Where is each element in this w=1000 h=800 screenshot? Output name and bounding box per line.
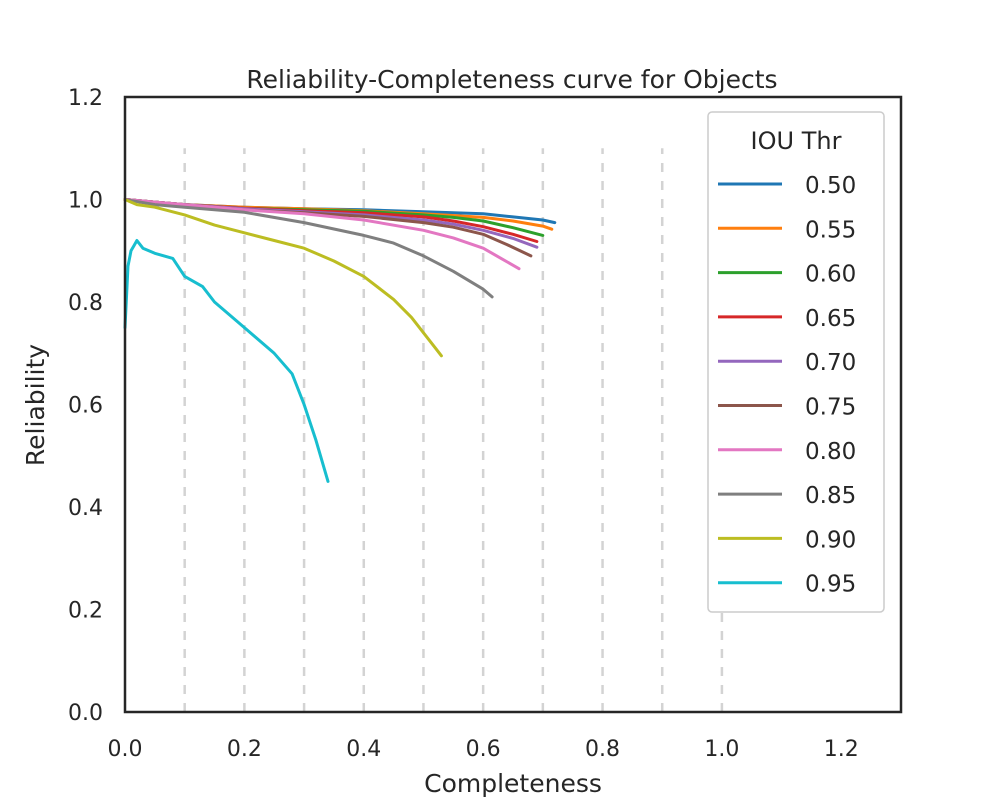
y-tick-label: 0.8 xyxy=(68,291,103,316)
x-tick-label: 0.4 xyxy=(346,737,381,762)
x-axis-label: Completeness xyxy=(424,769,602,798)
legend-label: 0.90 xyxy=(805,527,856,553)
legend-label: 0.75 xyxy=(805,395,856,421)
legend-label: 0.95 xyxy=(805,572,856,598)
x-tick-label: 0.0 xyxy=(108,737,143,762)
legend-box xyxy=(707,111,885,613)
series-line-0.85 xyxy=(123,198,494,299)
legend: IOU Thr 0.50 0.55 0.60 0.65 0.70 0.75 0.80 0.85… xyxy=(707,111,885,613)
x-tick-label: 1.0 xyxy=(704,737,739,762)
y-axis-ticks: 0.0 0.2 0.4 0.6 0.8 1.0 1.2 xyxy=(68,86,103,726)
y-tick-label: 1.0 xyxy=(68,189,103,214)
x-tick-label: 0.2 xyxy=(227,737,262,762)
legend-label: 0.85 xyxy=(805,483,856,509)
y-axis-label: Reliability xyxy=(21,344,50,466)
legend-label: 0.60 xyxy=(805,262,856,288)
y-tick-label: 0.2 xyxy=(68,599,103,624)
legend-label: 0.50 xyxy=(805,173,856,199)
legend-label: 0.80 xyxy=(805,439,856,465)
y-tick-label: 0.0 xyxy=(68,701,103,726)
plot-frame xyxy=(123,95,903,714)
series-lines xyxy=(123,198,557,483)
series-line-0.80 xyxy=(123,198,521,271)
chart-title: Reliability-Completeness curve for Objec… xyxy=(246,65,777,94)
x-tick-label: 0.6 xyxy=(466,737,501,762)
legend-label: 0.70 xyxy=(805,350,856,376)
grid xyxy=(183,148,724,712)
series-line-0.90 xyxy=(123,198,443,358)
y-tick-label: 0.4 xyxy=(68,496,103,521)
x-axis-ticks: 0.0 0.2 0.4 0.6 0.8 1.0 1.2 xyxy=(108,737,859,762)
x-tick-label: 1.2 xyxy=(824,737,859,762)
legend-label: 0.55 xyxy=(805,217,856,243)
y-tick-label: 1.2 xyxy=(68,86,103,111)
x-tick-label: 0.8 xyxy=(585,737,620,762)
legend-label: 0.65 xyxy=(805,306,856,332)
series-line-0.95 xyxy=(123,239,330,483)
y-tick-label: 0.6 xyxy=(68,394,103,419)
legend-title: IOU Thr xyxy=(751,127,842,155)
